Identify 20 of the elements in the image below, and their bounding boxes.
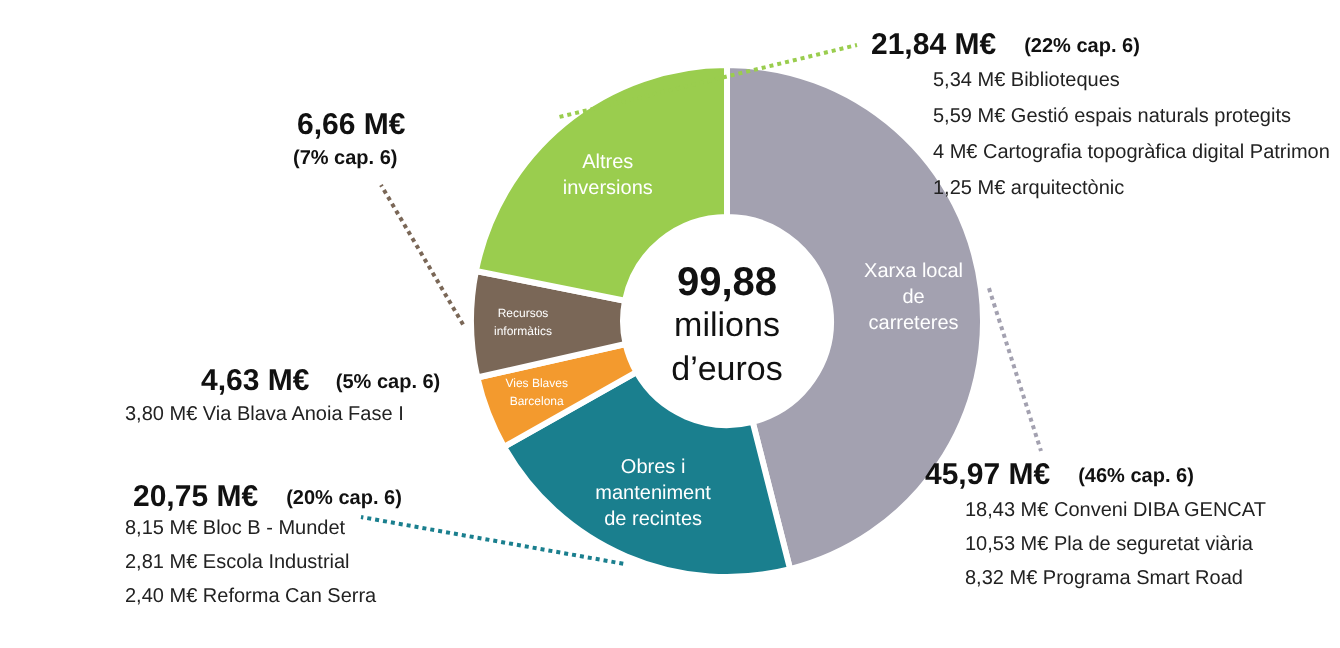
data-label: 21,84 M€ (22% cap. 6): [871, 28, 1140, 62]
text: 3,80 M€ Via Blava Anoia Fase I: [125, 404, 404, 426]
text: 4 M€ Cartografia topogràfica digital Patrimon: [933, 142, 1330, 164]
data-label: 6,66 M€ (7% cap. 6): [293, 108, 407, 170]
text: 2,81 M€ Escola Industrial: [125, 552, 350, 574]
data-label: 4,63 M€ (5% cap. 6): [201, 364, 441, 398]
text: 18,43 M€ Conveni DIBA GENCAT: [965, 500, 1266, 522]
text: 8,32 M€ Programa Smart Road: [965, 568, 1243, 590]
text: 99,88 milions d’euros: [671, 261, 783, 388]
text: 1,25 M€ arquitectònic: [933, 178, 1125, 200]
text: 2,40 M€ Reforma Can Serra: [125, 586, 378, 608]
data-label: 20,75 M€ (20% cap. 6): [133, 480, 402, 514]
text: 10,53 M€ Pla de seguretat viària: [965, 534, 1254, 556]
data-label: 45,97 M€ (46% cap. 6): [925, 458, 1194, 492]
text: 5,34 M€ Biblioteques: [933, 70, 1120, 92]
text: 5,59 M€ Gestió espais naturals protegits: [933, 106, 1291, 128]
text: 8,15 M€ Bloc B - Mundet: [125, 518, 346, 540]
slice-label: Altres inversions: [562, 151, 653, 200]
slice-label: Obres i manteniment de recintes: [595, 456, 712, 531]
slice-label: Xarxa local de carreteres: [864, 260, 964, 335]
